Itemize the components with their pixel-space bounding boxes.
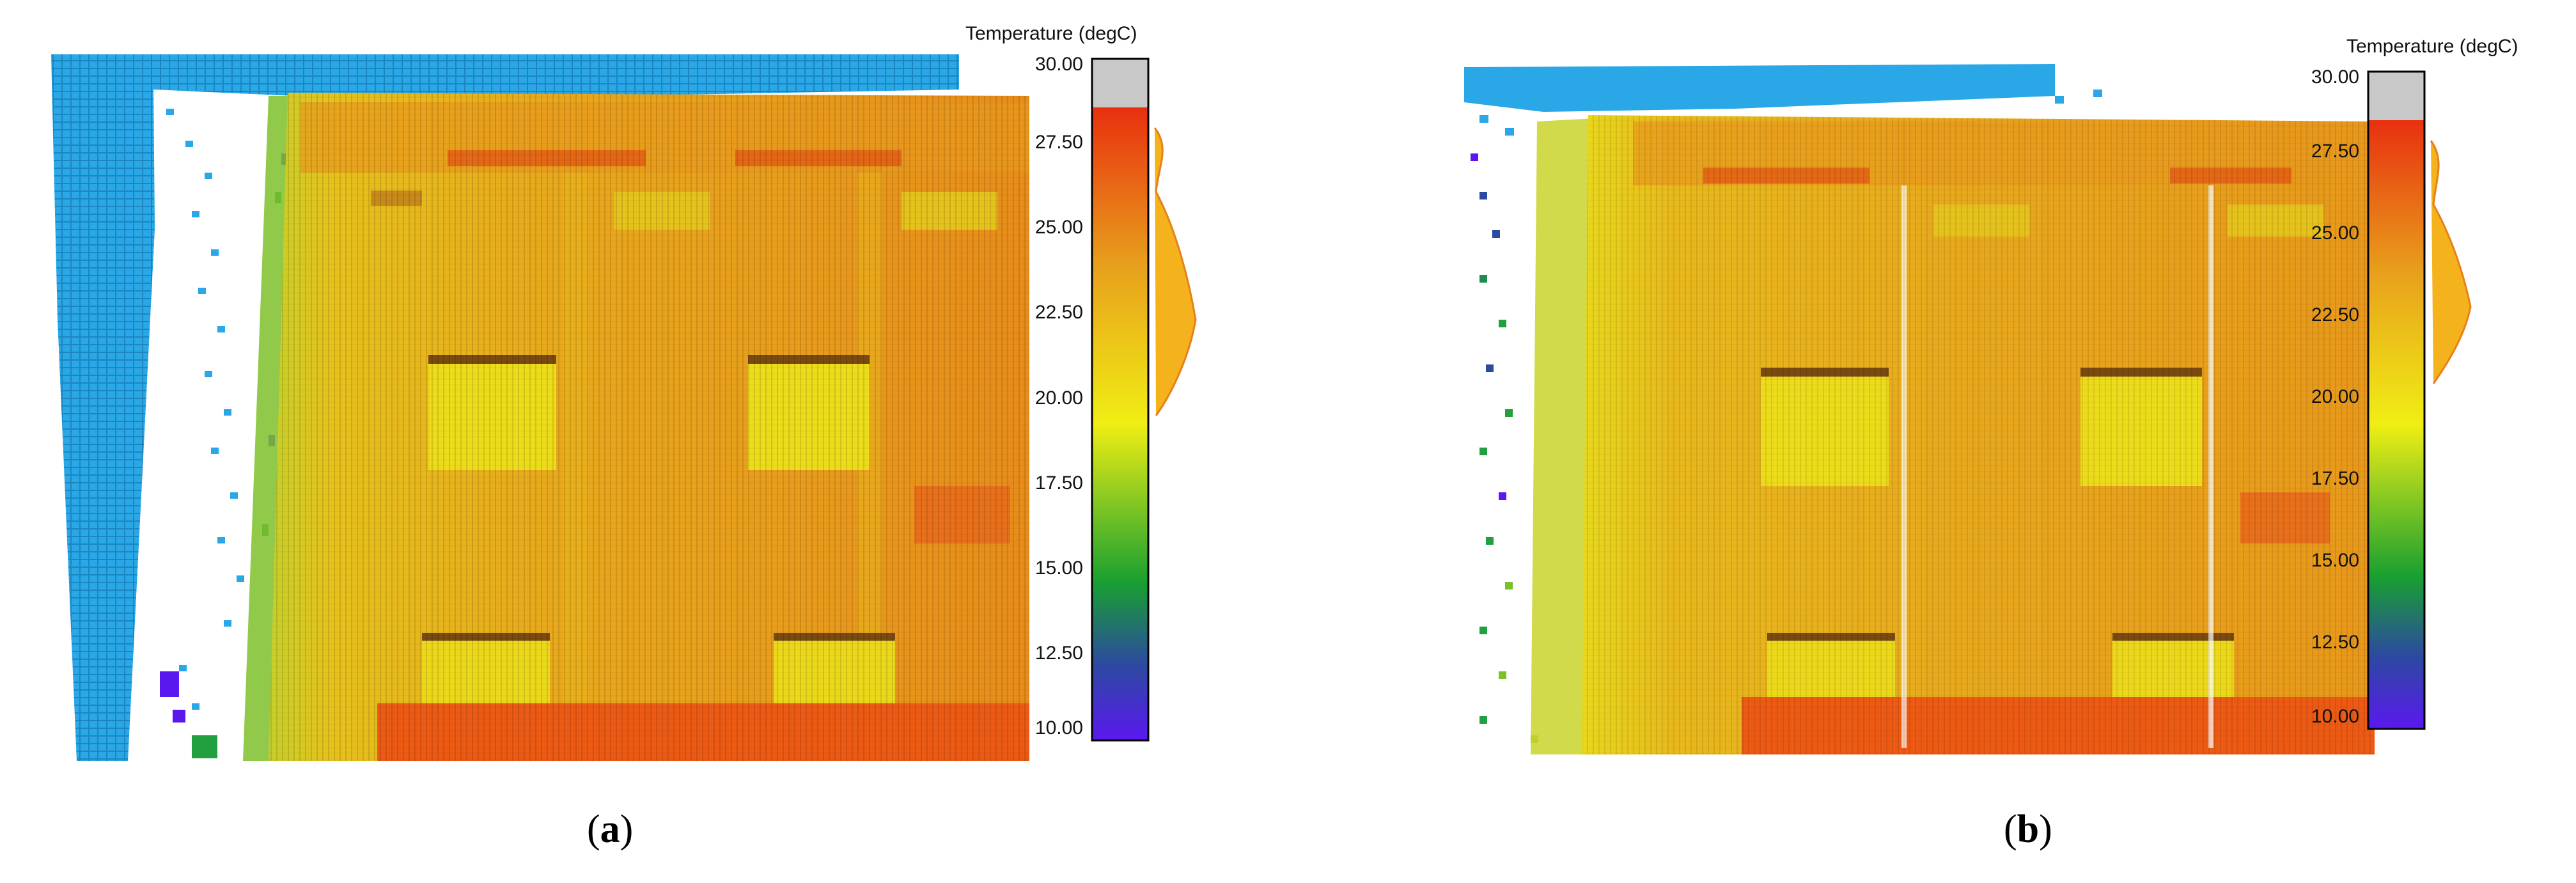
tick-label: 10.00 [1034,717,1083,738]
tick-label: 25.00 [1034,217,1083,238]
colorbar-b [2367,70,2426,730]
tick-label: 20.00 [1034,387,1083,409]
tick-label: 27.50 [2311,141,2359,162]
sky-points-b [1464,64,2055,112]
tick-label: 22.50 [2311,304,2359,325]
tick-label: 17.50 [1034,473,1083,494]
tick-label: 20.00 [2311,386,2359,407]
tick-label: 25.00 [2311,223,2359,244]
thermal-point-cloud-b [1464,64,2472,754]
colorbar-a [1091,58,1150,742]
tick-label: 27.50 [1034,132,1083,153]
colorbar-title-a: Temperature (degC) [965,23,1137,44]
colorbar-title-b: Temperature (degC) [2346,36,2518,57]
panel-label-a: (a) [587,808,634,851]
sky-points-a [51,54,959,761]
thermal-point-cloud-a [51,54,1197,761]
tick-label: 12.50 [2311,632,2359,653]
tick-label: 15.00 [2311,550,2359,571]
tick-label: 12.50 [1034,643,1083,664]
tick-label: 22.50 [1034,302,1083,323]
tick-label: 17.50 [2311,468,2359,489]
tick-label: 10.00 [2311,706,2359,727]
tick-label: 30.00 [2311,66,2359,88]
tick-label: 30.00 [1034,54,1083,75]
panel-a: Temperature (degC) 30.00 27.50 25.00 22.… [51,23,1197,851]
panel-b: Temperature (degC) 30.00 27.50 25.00 22.… [1288,0,2576,883]
panel-label-b: (b) [2004,808,2052,851]
tick-label: 15.00 [1034,558,1083,579]
